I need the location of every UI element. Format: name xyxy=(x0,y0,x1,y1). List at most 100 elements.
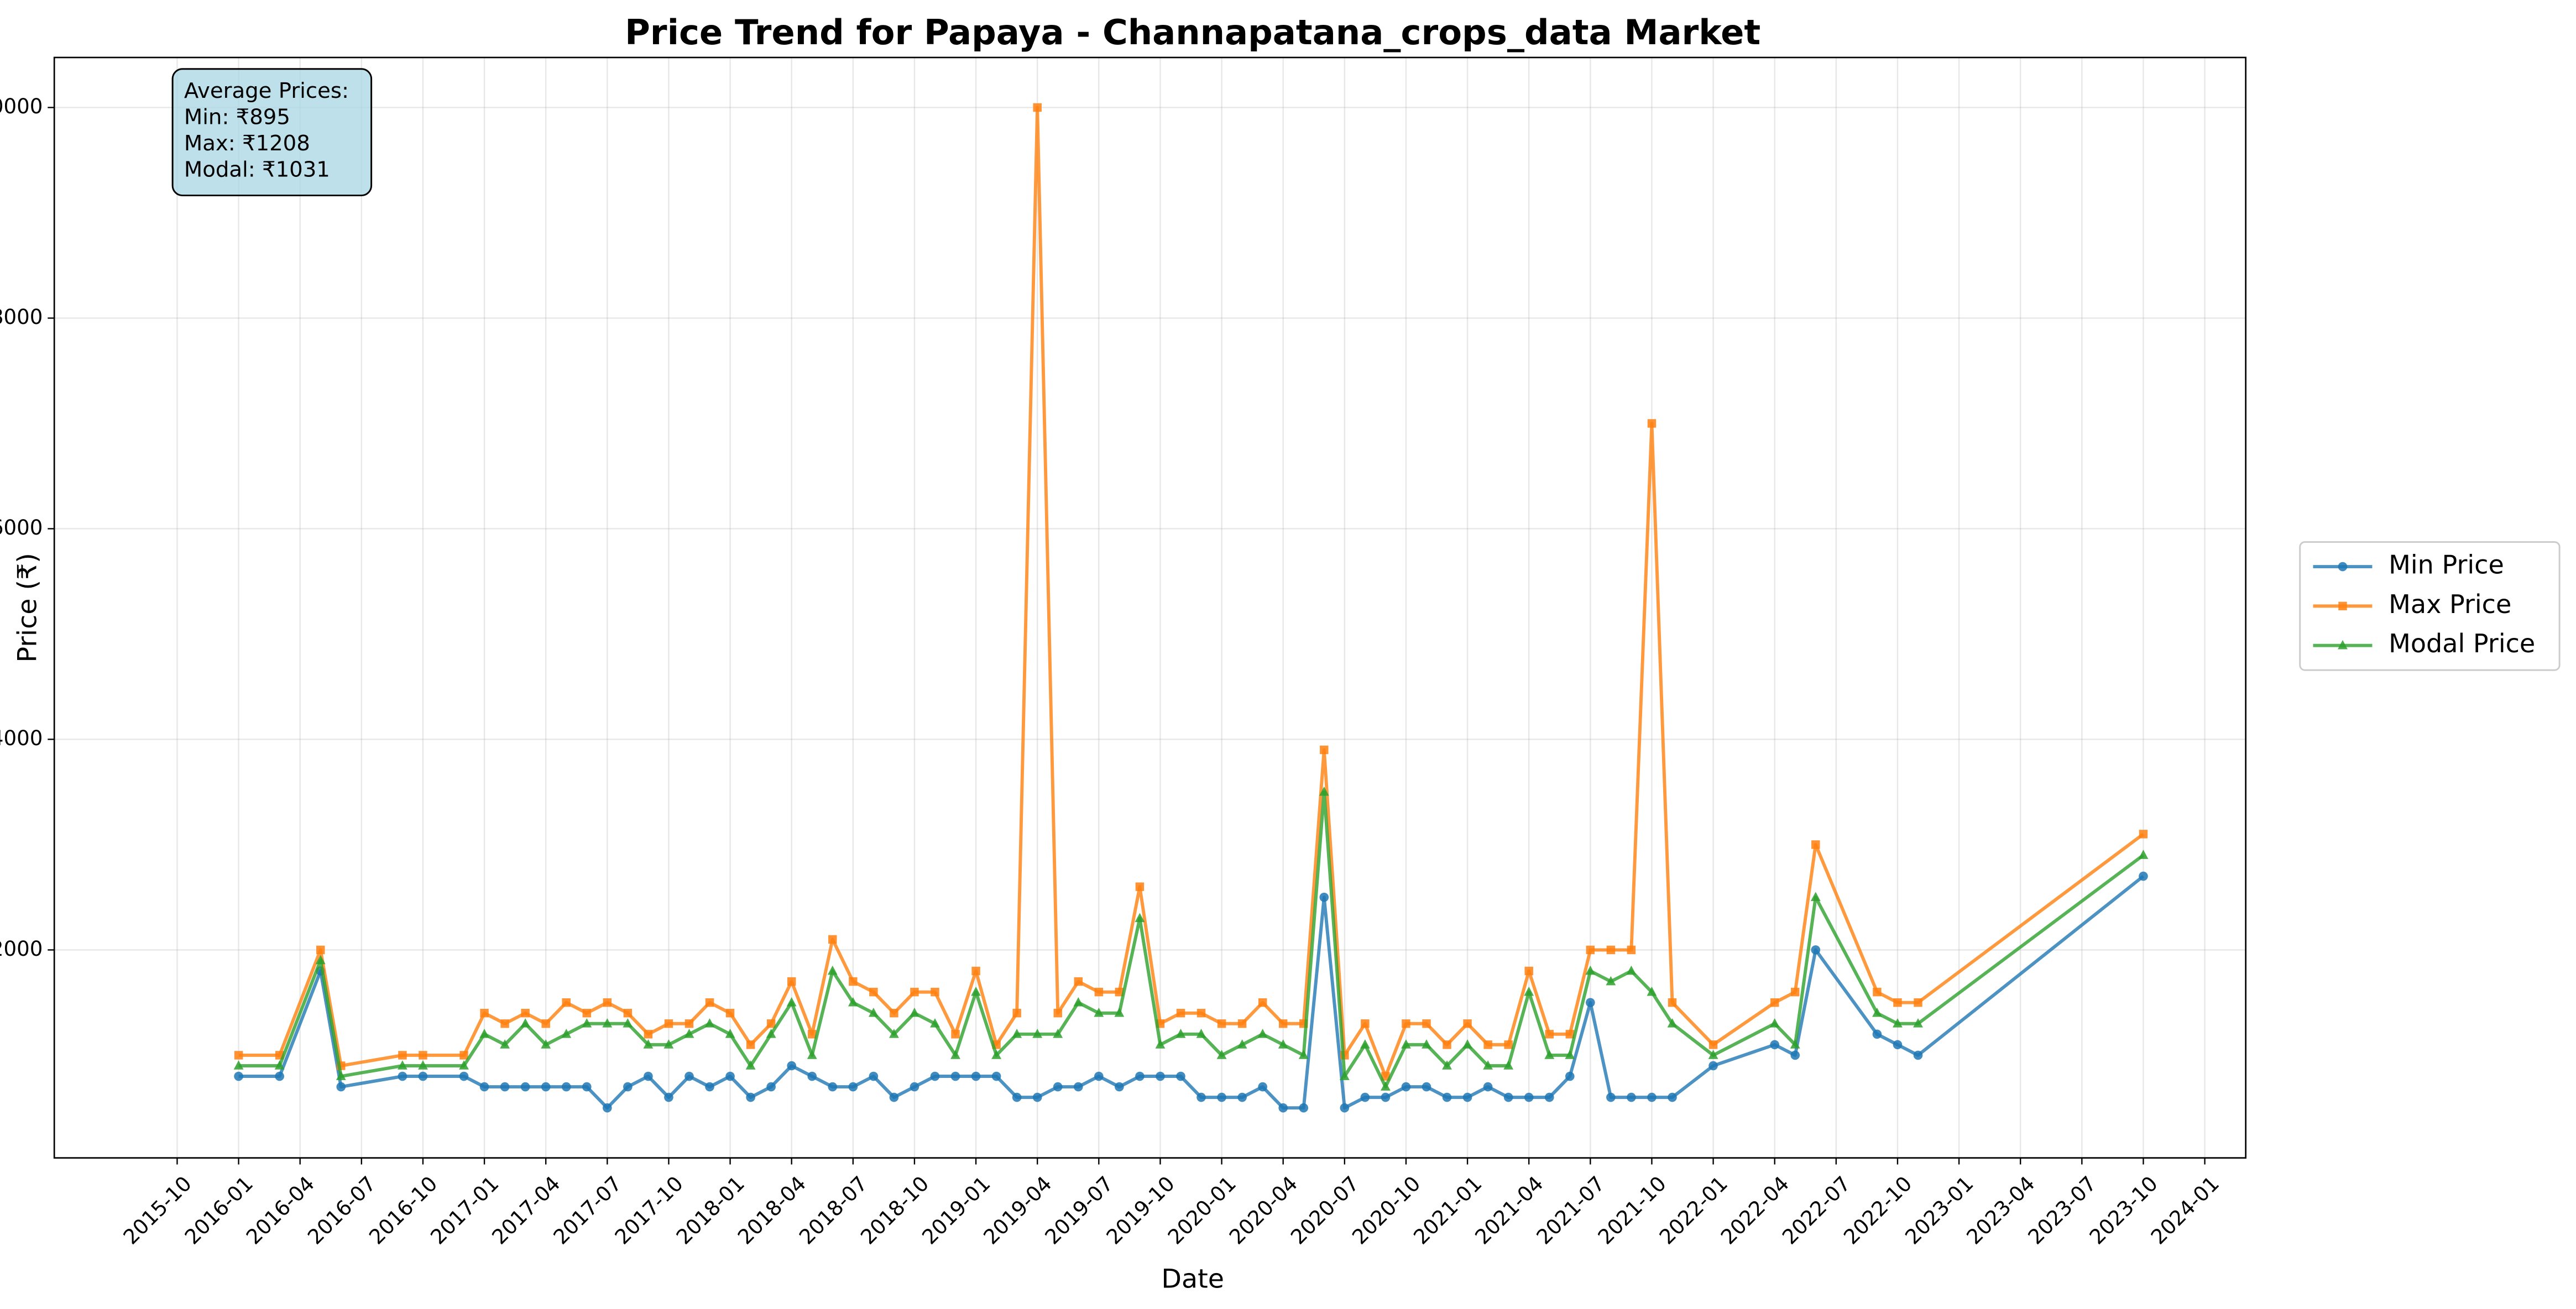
y-tick-label: 4000 xyxy=(0,726,43,750)
data-point xyxy=(1893,998,1902,1007)
data-point xyxy=(1094,1007,1104,1017)
data-point xyxy=(500,1082,510,1092)
data-point xyxy=(1401,1082,1411,1092)
data-point xyxy=(1402,1019,1410,1028)
data-point xyxy=(1791,987,1800,997)
data-point xyxy=(316,945,325,955)
data-point xyxy=(1053,1009,1062,1018)
data-point xyxy=(1176,1009,1185,1018)
data-point xyxy=(1094,987,1104,997)
data-point xyxy=(868,1007,879,1017)
data-point xyxy=(1381,1092,1391,1102)
data-point xyxy=(1033,103,1042,112)
data-point xyxy=(704,1018,715,1028)
data-point xyxy=(1012,1029,1022,1038)
data-point xyxy=(1115,987,1124,997)
data-point xyxy=(1422,1082,1431,1092)
y-axis-label: Price (₹) xyxy=(12,553,43,662)
data-point xyxy=(930,1071,940,1081)
data-point xyxy=(398,1071,407,1081)
data-point xyxy=(705,998,714,1007)
data-point xyxy=(1053,1029,1063,1038)
data-point xyxy=(910,1007,919,1017)
data-point xyxy=(1503,1060,1514,1070)
data-point xyxy=(1258,998,1267,1007)
data-point xyxy=(1483,1040,1492,1049)
data-point xyxy=(602,1103,612,1113)
data-point xyxy=(561,1029,572,1038)
data-point xyxy=(500,1039,510,1049)
data-point xyxy=(1032,1092,1042,1102)
data-point xyxy=(971,1071,981,1081)
data-point xyxy=(1298,1050,1309,1059)
data-point xyxy=(1524,1092,1534,1102)
data-point xyxy=(275,1071,284,1081)
data-point xyxy=(602,1018,613,1028)
data-point xyxy=(1442,1092,1452,1102)
data-point xyxy=(1135,882,1145,891)
data-point xyxy=(1627,945,1636,955)
data-point xyxy=(1258,1082,1267,1092)
data-point xyxy=(1503,1092,1513,1102)
data-point xyxy=(1053,1082,1063,1092)
data-point xyxy=(991,1071,1001,1081)
data-point xyxy=(1401,1039,1411,1049)
data-point xyxy=(1135,913,1145,923)
data-point xyxy=(2139,830,2148,839)
data-point xyxy=(1156,1071,1165,1081)
data-point xyxy=(398,1051,407,1060)
data-point xyxy=(1585,965,1596,975)
data-point xyxy=(684,1029,694,1038)
chart-title: Price Trend for Papaya - Channapatana_cr… xyxy=(625,12,1760,53)
data-point xyxy=(1360,1039,1370,1049)
data-point xyxy=(419,1051,427,1060)
data-point xyxy=(1708,1050,1718,1059)
data-point xyxy=(1524,986,1534,996)
data-point xyxy=(1769,1018,1780,1028)
data-point xyxy=(1668,998,1677,1007)
data-point xyxy=(500,1019,509,1028)
data-point xyxy=(828,935,837,944)
data-point xyxy=(2138,850,2149,859)
data-point xyxy=(1667,1018,1678,1028)
data-point xyxy=(1770,1040,1780,1050)
legend-label: Modal Price xyxy=(2389,629,2535,658)
data-point xyxy=(1196,1092,1206,1102)
data-point xyxy=(1708,1040,1718,1049)
data-point xyxy=(950,1071,960,1081)
data-point xyxy=(930,1018,940,1028)
legend-marker xyxy=(2338,562,2348,572)
data-point xyxy=(1196,1009,1206,1018)
y-tick-label: 6000 xyxy=(0,516,43,540)
data-point xyxy=(1237,1019,1247,1028)
data-point xyxy=(746,1092,755,1102)
data-point xyxy=(807,1071,817,1081)
data-point xyxy=(1422,1019,1431,1028)
data-point xyxy=(459,1071,469,1081)
data-point xyxy=(766,1019,776,1028)
data-point xyxy=(1278,1103,1288,1113)
data-point xyxy=(971,986,981,996)
data-point xyxy=(541,1039,551,1049)
data-point xyxy=(889,1092,899,1102)
data-point xyxy=(1361,1019,1370,1028)
data-point xyxy=(1278,1019,1288,1028)
data-point xyxy=(1770,998,1779,1007)
data-point xyxy=(1872,1029,1882,1039)
legend-label: Min Price xyxy=(2389,550,2504,580)
data-point xyxy=(336,1082,346,1092)
data-point xyxy=(1175,1029,1186,1038)
data-point xyxy=(1217,1092,1226,1102)
x-axis-label: Date xyxy=(1161,1264,1224,1294)
data-point xyxy=(1544,1092,1554,1102)
data-point xyxy=(1606,945,1616,955)
data-point xyxy=(1913,1050,1923,1060)
data-point xyxy=(1155,1039,1166,1049)
data-point xyxy=(1176,1071,1185,1081)
legend-label: Max Price xyxy=(2389,589,2511,619)
data-point xyxy=(1810,892,1821,902)
data-point xyxy=(541,1082,551,1092)
data-point xyxy=(1913,1018,1923,1028)
data-point xyxy=(234,1071,243,1081)
